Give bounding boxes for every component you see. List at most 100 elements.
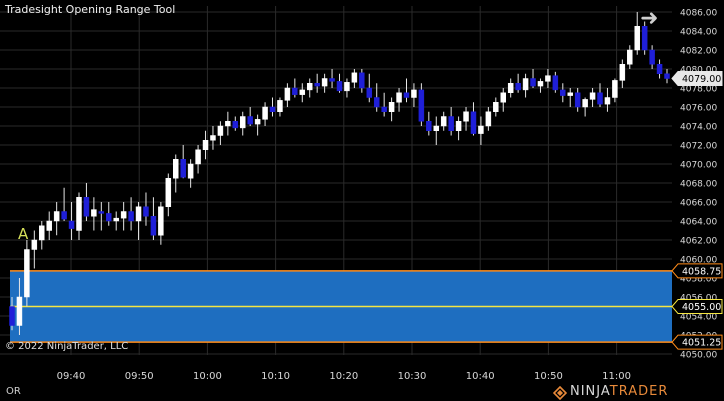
- range-low-tag-shape: [671, 334, 723, 350]
- candle-up: [478, 125, 484, 134]
- candle-up: [277, 100, 283, 112]
- last-price-tag-text: 4079.00: [682, 74, 721, 85]
- y-tick-label: 4058.00: [680, 275, 717, 285]
- candle-down: [98, 211, 105, 214]
- candle-down: [336, 81, 343, 92]
- candle-up: [254, 119, 261, 125]
- copyright-text: © 2022 NinjaTrader, LLC: [5, 341, 129, 352]
- x-tick-label: 10:50: [534, 371, 563, 382]
- candle-up: [411, 89, 417, 98]
- candle-up: [262, 106, 268, 120]
- x-tick-label: 10:30: [398, 371, 427, 382]
- candle-up: [463, 111, 469, 122]
- candle-up: [604, 97, 611, 105]
- range-mid-tag-text: 4055.00: [682, 302, 721, 313]
- candle-down: [381, 106, 387, 112]
- y-tick-label: 4072.00: [680, 142, 717, 152]
- y-tick-label: 4070.00: [680, 161, 717, 171]
- y-tick-label: 4082.00: [680, 47, 717, 57]
- candle-down: [649, 49, 655, 65]
- candle-up: [351, 72, 358, 83]
- candle-down: [68, 220, 75, 229]
- candle-up: [16, 296, 23, 326]
- candle-up: [388, 102, 395, 112]
- candle-up: [113, 217, 119, 222]
- candle-down: [515, 83, 521, 91]
- candle-up: [440, 116, 447, 127]
- last-price-tag-shape: [671, 71, 723, 86]
- x-tick-label: 10:10: [261, 371, 290, 382]
- candle-down: [664, 73, 670, 79]
- candle-up: [299, 89, 306, 95]
- range-high-tag-shape: [671, 263, 723, 279]
- candle-up: [76, 197, 82, 231]
- candle-up: [455, 121, 462, 131]
- candle-down: [552, 75, 559, 91]
- candle-down: [128, 211, 134, 222]
- y-tick-label: 4068.00: [680, 180, 717, 190]
- candle-up: [165, 178, 172, 207]
- candle-down: [329, 78, 335, 82]
- candle-up: [202, 140, 209, 150]
- range-high-tag: 4058.75: [671, 263, 723, 279]
- candle-down: [292, 87, 298, 95]
- candle-up: [158, 206, 164, 236]
- price-axis[interactable]: 4050.004052.004054.004056.004058.004060.…: [680, 9, 717, 361]
- candle-down: [61, 211, 67, 220]
- candle-up: [135, 206, 142, 222]
- time-axis[interactable]: 09:40 09:50 10:00 10:10 10:20 10:30 10:40 10:50…: [57, 371, 631, 382]
- ninjatrader-logo: NINJATRADER: [570, 384, 668, 399]
- candle-down: [597, 92, 603, 105]
- candle-up: [31, 239, 38, 250]
- candle-down: [656, 64, 663, 74]
- y-tick-label: 4054.00: [680, 313, 717, 323]
- candle-up: [545, 75, 551, 82]
- candle-up: [210, 135, 216, 141]
- logo-text-trader: TRADER: [609, 384, 669, 399]
- candle-up: [173, 159, 179, 179]
- range-low-tag-text: 4051.25: [682, 338, 721, 349]
- y-tick-label: 4074.00: [680, 123, 717, 133]
- x-tick-label: 10:00: [193, 371, 222, 382]
- candle-up: [522, 78, 529, 91]
- candle-down: [448, 116, 454, 131]
- candle-up: [507, 83, 514, 93]
- candle-down: [373, 97, 380, 108]
- candle-up: [634, 26, 640, 51]
- candle-up: [433, 125, 440, 131]
- candle-up: [284, 87, 291, 101]
- candle-up: [53, 211, 60, 222]
- candle-up: [195, 149, 201, 165]
- y-tick-label: 4078.00: [680, 85, 717, 95]
- chart-title: Tradesight Opening Range Tool: [5, 3, 176, 16]
- candle-up: [500, 92, 506, 103]
- candle-up: [39, 225, 45, 241]
- y-tick-label: 4066.00: [680, 199, 717, 209]
- x-tick-label: 09:40: [57, 371, 86, 382]
- candle-down: [560, 89, 566, 96]
- candle-up: [306, 83, 313, 91]
- candle-up: [344, 82, 350, 92]
- x-tick-label: 10:40: [466, 371, 495, 382]
- opening-range-box: [10, 270, 672, 343]
- price-tags: 4058.75 4055.00 4051.25 4079.00: [671, 71, 723, 350]
- candle-down: [470, 111, 477, 134]
- candle-down: [418, 89, 425, 122]
- ninjatrader-logo-icon: [553, 386, 567, 400]
- candle-up: [537, 81, 544, 87]
- range-high-tag-text: 4058.75: [682, 266, 721, 277]
- x-tick-label: 10:20: [329, 371, 358, 382]
- candle-down: [403, 92, 410, 98]
- candle-down: [83, 197, 90, 217]
- candle-up: [225, 121, 231, 127]
- candle-up: [612, 80, 618, 98]
- scroll-right-icon[interactable]: ➜: [640, 6, 659, 31]
- candle-down: [232, 121, 239, 129]
- candle-down: [180, 159, 186, 178]
- y-tick-label: 4084.00: [680, 28, 717, 38]
- candle-up: [619, 64, 626, 81]
- y-tick-label: 4062.00: [680, 237, 717, 247]
- y-tick-label: 4060.00: [680, 256, 717, 266]
- logo-text-ninja: NINJA: [570, 384, 610, 399]
